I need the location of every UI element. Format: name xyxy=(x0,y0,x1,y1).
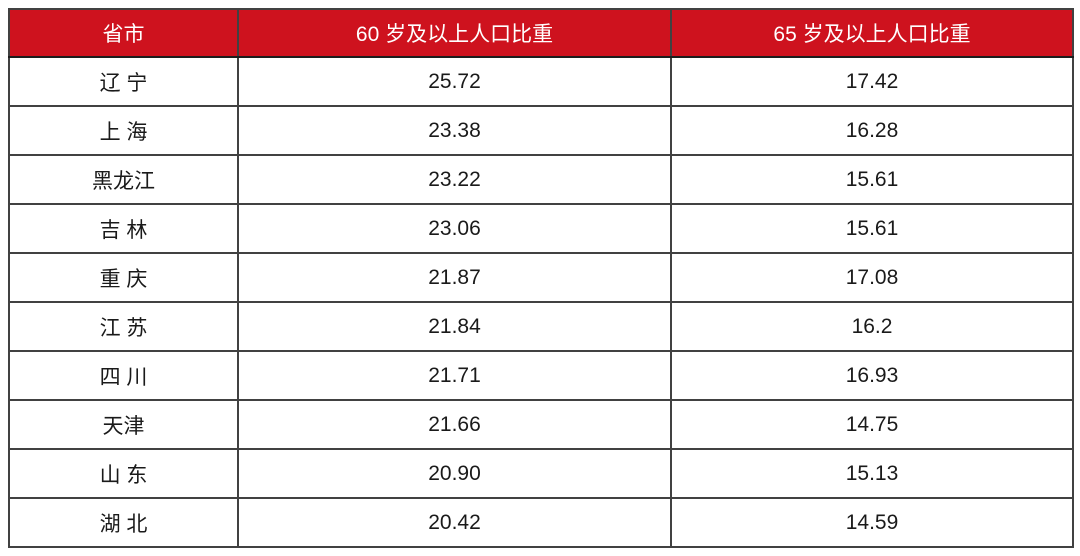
age65-cell: 14.59 xyxy=(670,497,1074,548)
table-row: 湖 北 20.42 14.59 xyxy=(8,497,1074,548)
age60-cell: 21.84 xyxy=(237,301,672,352)
age65-cell: 15.61 xyxy=(670,154,1074,205)
province-cell: 吉 林 xyxy=(8,203,239,254)
province-cell: 黑龙江 xyxy=(8,154,239,205)
age60-cell: 20.90 xyxy=(237,448,672,499)
header-province: 省市 xyxy=(8,8,239,58)
age60-cell: 23.06 xyxy=(237,203,672,254)
age65-cell: 16.93 xyxy=(670,350,1074,401)
age65-cell: 16.2 xyxy=(670,301,1074,352)
province-cell: 江 苏 xyxy=(8,301,239,352)
table-row: 山 东 20.90 15.13 xyxy=(8,448,1074,499)
province-cell: 湖 北 xyxy=(8,497,239,548)
table-row: 辽 宁 25.72 17.42 xyxy=(8,56,1074,107)
table-row: 四 川 21.71 16.93 xyxy=(8,350,1074,401)
header-age65: 65 岁及以上人口比重 xyxy=(670,8,1074,58)
table-row: 上 海 23.38 16.28 xyxy=(8,105,1074,156)
province-cell: 山 东 xyxy=(8,448,239,499)
age65-cell: 15.61 xyxy=(670,203,1074,254)
table-row: 黑龙江 23.22 15.61 xyxy=(8,154,1074,205)
province-cell: 上 海 xyxy=(8,105,239,156)
age60-cell: 25.72 xyxy=(237,56,672,107)
age65-cell: 17.08 xyxy=(670,252,1074,303)
population-aging-table: 省市 60 岁及以上人口比重 65 岁及以上人口比重 辽 宁 25.72 17.… xyxy=(8,8,1074,548)
table-row: 江 苏 21.84 16.2 xyxy=(8,301,1074,352)
age60-cell: 20.42 xyxy=(237,497,672,548)
table-row: 天津 21.66 14.75 xyxy=(8,399,1074,450)
age60-cell: 23.38 xyxy=(237,105,672,156)
header-age60: 60 岁及以上人口比重 xyxy=(237,8,672,58)
age65-cell: 14.75 xyxy=(670,399,1074,450)
province-cell: 重 庆 xyxy=(8,252,239,303)
province-cell: 四 川 xyxy=(8,350,239,401)
table-row: 重 庆 21.87 17.08 xyxy=(8,252,1074,303)
age65-cell: 16.28 xyxy=(670,105,1074,156)
province-cell: 辽 宁 xyxy=(8,56,239,107)
province-cell: 天津 xyxy=(8,399,239,450)
age65-cell: 17.42 xyxy=(670,56,1074,107)
age60-cell: 21.87 xyxy=(237,252,672,303)
age60-cell: 21.66 xyxy=(237,399,672,450)
table-row: 吉 林 23.06 15.61 xyxy=(8,203,1074,254)
age65-cell: 15.13 xyxy=(670,448,1074,499)
age60-cell: 21.71 xyxy=(237,350,672,401)
table-header-row: 省市 60 岁及以上人口比重 65 岁及以上人口比重 xyxy=(8,8,1074,58)
age60-cell: 23.22 xyxy=(237,154,672,205)
